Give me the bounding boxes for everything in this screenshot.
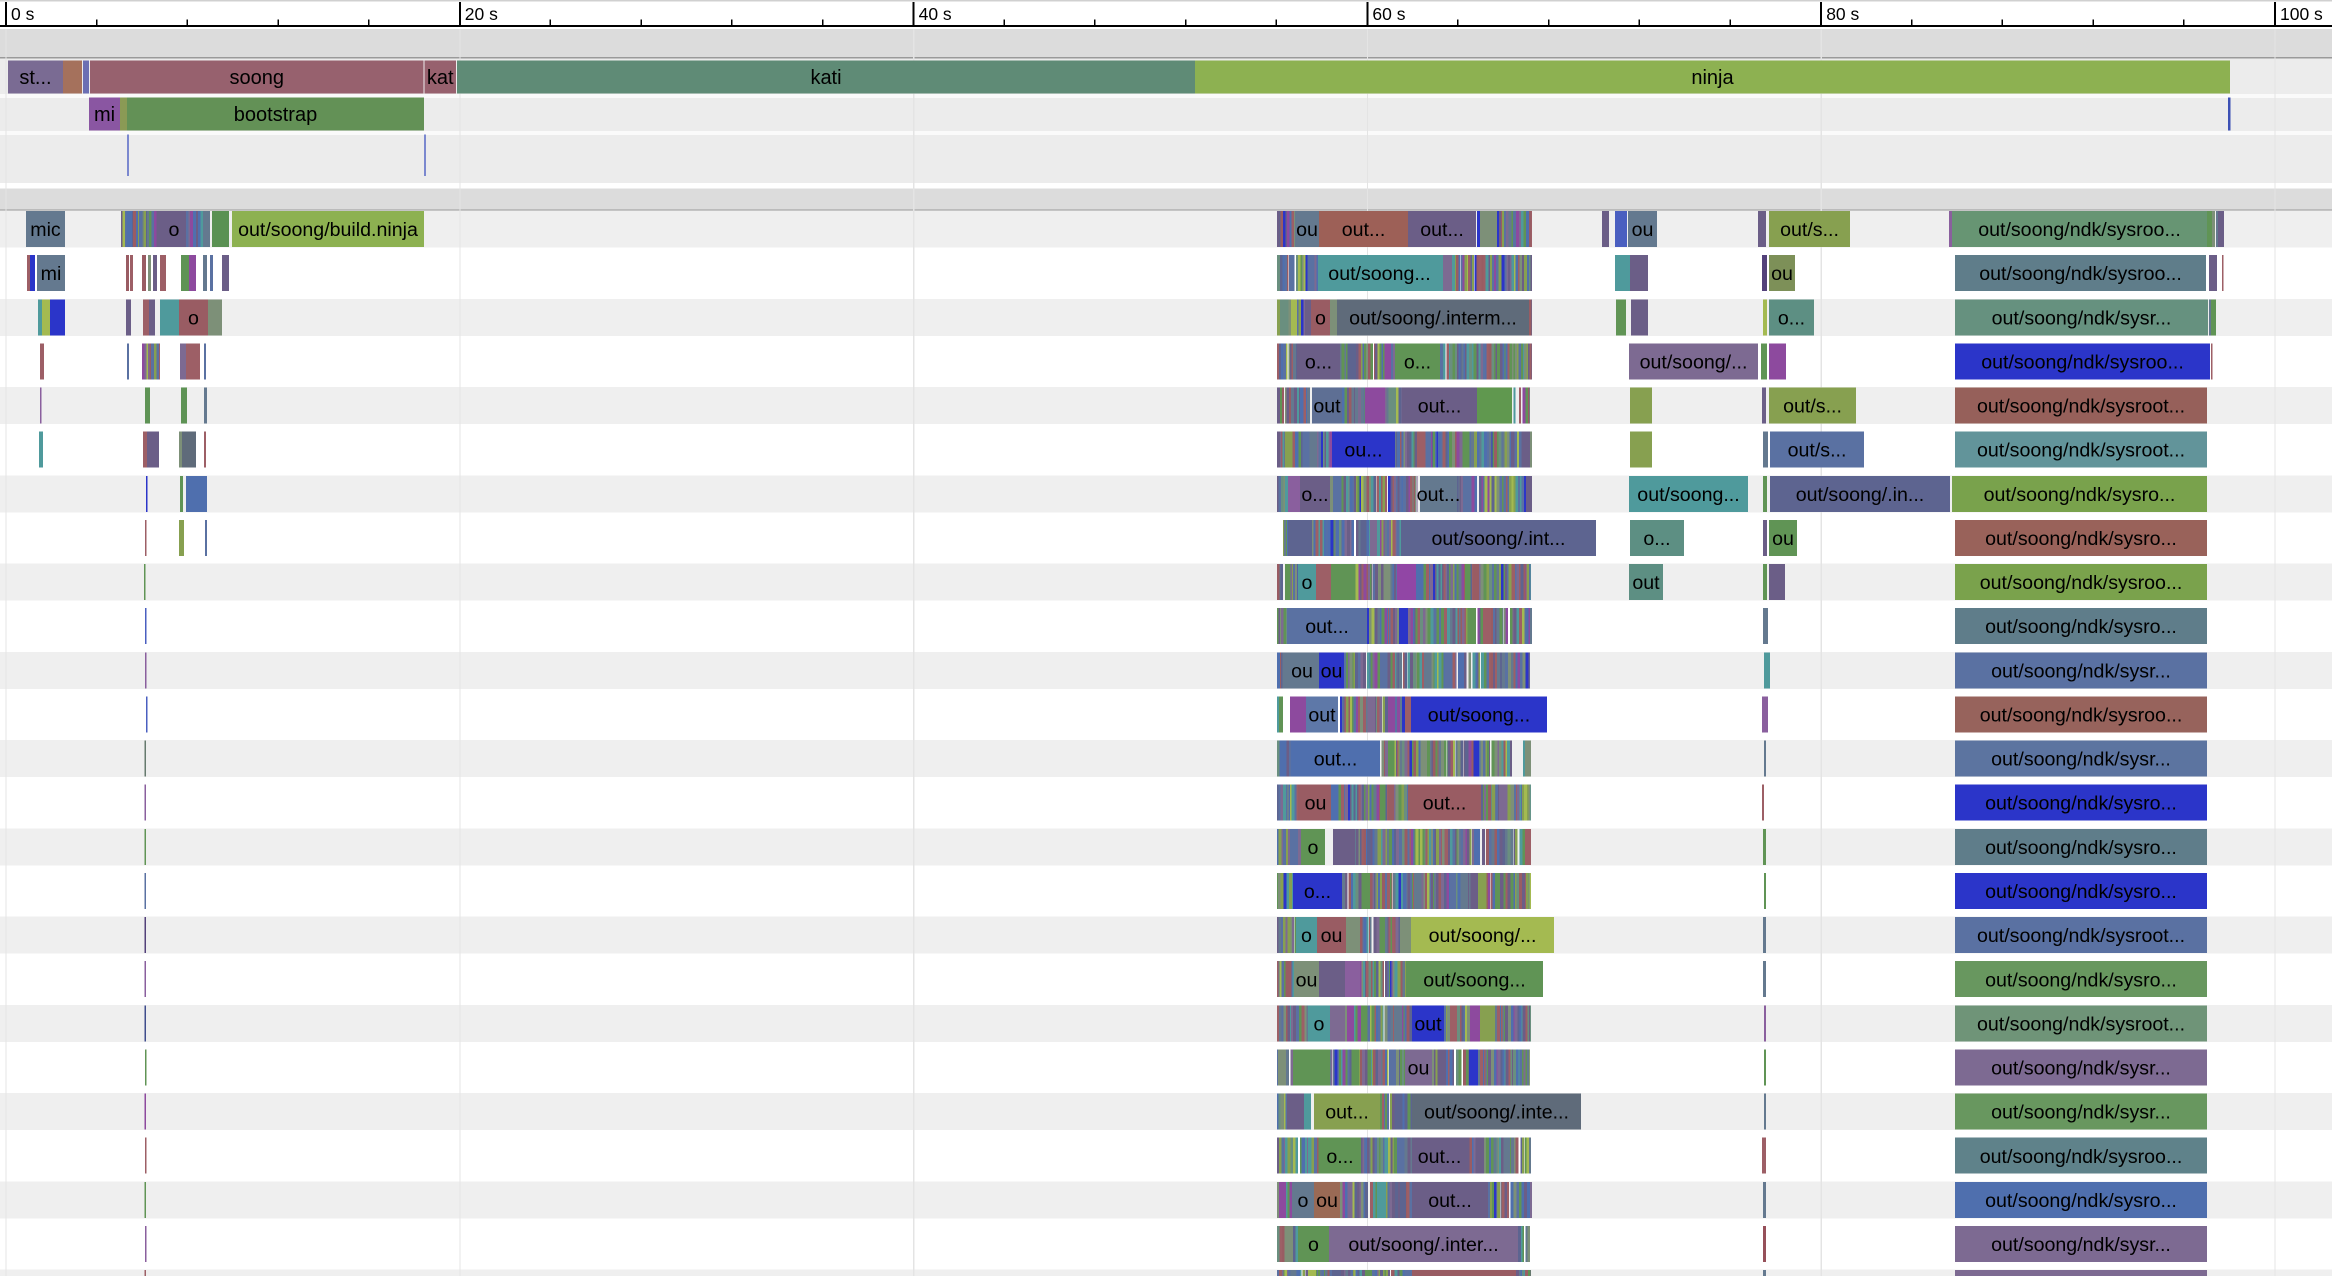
svg-text:o: o — [1298, 1190, 1309, 1212]
svg-text:out...: out... — [1342, 219, 1386, 241]
svg-text:out/soong/ndk/sysroot...: out/soong/ndk/sysroot... — [1977, 1013, 2185, 1035]
svg-text:mi: mi — [94, 104, 115, 126]
svg-text:out/soong/ndk/sysro...: out/soong/ndk/sysro... — [1985, 793, 2177, 815]
svg-text:out...: out... — [1325, 1102, 1369, 1124]
svg-text:out/s...: out/s... — [1783, 396, 1842, 418]
svg-text:out/soong/ndk/sysro...: out/soong/ndk/sysro... — [1985, 837, 2177, 859]
svg-text:ou: ou — [1296, 969, 1318, 991]
svg-text:out/soong/ndk/sysroo...: out/soong/ndk/sysroo... — [1980, 1146, 2183, 1168]
svg-text:out: out — [1313, 396, 1341, 418]
svg-text:o: o — [1302, 572, 1313, 594]
svg-text:kat: kat — [427, 67, 454, 89]
svg-text:out/soong/ndk/sysr...: out/soong/ndk/sysr... — [1991, 749, 2171, 771]
svg-text:80 s: 80 s — [1826, 4, 1859, 24]
svg-text:20 s: 20 s — [465, 4, 498, 24]
svg-text:mic: mic — [30, 219, 61, 241]
svg-text:out/soong/ndk/sysro...: out/soong/ndk/sysro... — [1985, 528, 2177, 550]
svg-text:out/soong/ndk/sysroot...: out/soong/ndk/sysroot... — [1977, 396, 2185, 418]
svg-text:o...: o... — [1301, 484, 1328, 506]
svg-text:ou: ou — [1321, 925, 1343, 947]
svg-text:out/soong...: out/soong... — [1637, 484, 1739, 506]
svg-text:out/soong...: out/soong... — [1423, 969, 1525, 991]
svg-text:o...: o... — [1326, 1146, 1353, 1168]
svg-text:ninja: ninja — [1691, 67, 1734, 89]
svg-text:ou: ou — [1408, 1058, 1430, 1080]
svg-text:out/soong/.in...: out/soong/.in... — [1796, 484, 1925, 506]
svg-text:o...: o... — [1304, 881, 1331, 903]
svg-text:out/soong/.interm...: out/soong/.interm... — [1349, 307, 1517, 329]
svg-text:60 s: 60 s — [1372, 4, 1405, 24]
svg-text:out: out — [1414, 1013, 1442, 1035]
svg-text:40 s: 40 s — [919, 4, 952, 24]
svg-text:out/soong/build.ninja: out/soong/build.ninja — [238, 219, 418, 241]
svg-text:out: out — [1308, 705, 1336, 727]
svg-text:0 s: 0 s — [11, 4, 35, 24]
svg-text:st...: st... — [19, 67, 51, 89]
svg-text:ou...: ou... — [1344, 440, 1382, 462]
svg-text:out/soong/ndk/sysro...: out/soong/ndk/sysro... — [1985, 881, 2177, 903]
svg-text:o: o — [1301, 925, 1312, 947]
svg-text:out/soong...: out/soong... — [1328, 263, 1430, 285]
svg-text:out/soong/ndk/sysr...: out/soong/ndk/sysr... — [1992, 307, 2172, 329]
svg-text:out/soong/ndk/sysro...: out/soong/ndk/sysro... — [1985, 616, 2177, 638]
svg-text:ou: ou — [1291, 660, 1313, 682]
svg-text:out/soong/ndk/sysro...: out/soong/ndk/sysro... — [1984, 484, 2176, 506]
svg-text:o: o — [1308, 1234, 1319, 1256]
svg-text:out/soong/ndk/sysro...: out/soong/ndk/sysro... — [1985, 969, 2177, 991]
svg-text:out...: out... — [1305, 616, 1349, 638]
svg-text:out/s...: out/s... — [1788, 440, 1847, 462]
svg-text:o: o — [188, 307, 199, 329]
svg-text:out...: out... — [1428, 1190, 1472, 1212]
svg-text:out/soong/...: out/soong/... — [1640, 351, 1748, 373]
svg-text:out/soong/ndk/sysroot...: out/soong/ndk/sysroot... — [1977, 440, 2185, 462]
svg-text:soong: soong — [230, 67, 285, 89]
svg-text:out/soong/ndk/sysroo...: out/soong/ndk/sysroo... — [1979, 263, 2182, 285]
svg-text:100 s: 100 s — [2280, 4, 2323, 24]
svg-text:out/soong/ndk/sysr...: out/soong/ndk/sysr... — [1991, 1102, 2171, 1124]
svg-text:o...: o... — [1778, 307, 1805, 329]
svg-text:bootstrap: bootstrap — [234, 104, 317, 126]
svg-text:out...: out... — [1418, 396, 1462, 418]
svg-text:out/soong/ndk/sysroo...: out/soong/ndk/sysroo... — [1981, 351, 2184, 373]
svg-text:out/soong/ndk/sysroo...: out/soong/ndk/sysroo... — [1980, 572, 2183, 594]
svg-text:out...: out... — [1420, 219, 1464, 241]
svg-text:ou: ou — [1321, 660, 1343, 682]
svg-text:out...: out... — [1417, 484, 1461, 506]
svg-text:out/soong/.int...: out/soong/.int... — [1432, 528, 1566, 550]
svg-text:o: o — [1315, 307, 1326, 329]
svg-text:out/soong/ndk/sysr...: out/soong/ndk/sysr... — [1991, 1058, 2171, 1080]
svg-text:ou: ou — [1305, 793, 1327, 815]
svg-text:out/soong/ndk/sysroo...: out/soong/ndk/sysroo... — [1980, 705, 2183, 727]
svg-text:out...: out... — [1423, 793, 1467, 815]
svg-text:out/soong/.inter...: out/soong/.inter... — [1348, 1234, 1498, 1256]
svg-text:kati: kati — [810, 67, 841, 89]
svg-text:o...: o... — [1404, 351, 1431, 373]
svg-text:out/soong/ndk/sysroot...: out/soong/ndk/sysroot... — [1977, 925, 2185, 947]
svg-text:o...: o... — [1305, 351, 1332, 373]
svg-text:mi: mi — [41, 263, 62, 285]
svg-text:out/soong/...: out/soong/... — [1429, 925, 1537, 947]
svg-text:out...: out... — [1314, 749, 1358, 771]
svg-text:out/soong/.inte...: out/soong/.inte... — [1424, 1102, 1569, 1124]
svg-text:o: o — [1314, 1013, 1325, 1035]
svg-text:o...: o... — [1643, 528, 1670, 550]
svg-text:ou: ou — [1296, 219, 1318, 241]
svg-text:ou: ou — [1771, 263, 1793, 285]
svg-text:out/soong/ndk/sysro...: out/soong/ndk/sysro... — [1985, 1190, 2177, 1212]
svg-text:ou: ou — [1772, 528, 1794, 550]
svg-text:out...: out... — [1418, 1146, 1462, 1168]
svg-text:out/soong/ndk/sysr...: out/soong/ndk/sysr... — [1991, 1234, 2171, 1256]
svg-text:out/s...: out/s... — [1780, 219, 1839, 241]
svg-text:out: out — [1632, 572, 1660, 594]
svg-text:out/soong...: out/soong... — [1428, 705, 1530, 727]
svg-text:ou: ou — [1632, 219, 1654, 241]
svg-text:out/soong/ndk/sysr...: out/soong/ndk/sysr... — [1991, 660, 2171, 682]
svg-text:ou: ou — [1316, 1190, 1338, 1212]
svg-text:out/soong/ndk/sysroo...: out/soong/ndk/sysroo... — [1978, 219, 2181, 241]
svg-text:o: o — [169, 219, 180, 241]
svg-text:o: o — [1308, 837, 1319, 859]
